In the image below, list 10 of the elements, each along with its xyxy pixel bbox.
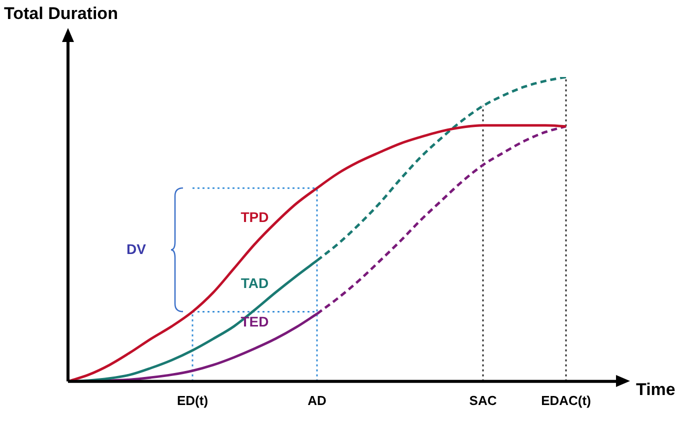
x-axis-title: Time (636, 380, 676, 400)
y-axis-title: Total Duration (4, 4, 118, 24)
x-tick-label: SAC (469, 392, 498, 408)
x-tick-label: ED(t) (176, 392, 208, 408)
annotation: DV (126, 240, 146, 257)
x-tick-label: EDAC(t) (541, 392, 591, 408)
series-label: TAD (240, 274, 269, 291)
series-label: TPD (240, 209, 269, 226)
x-tick-label: AD (308, 392, 326, 408)
series-label: TED (240, 314, 269, 330)
